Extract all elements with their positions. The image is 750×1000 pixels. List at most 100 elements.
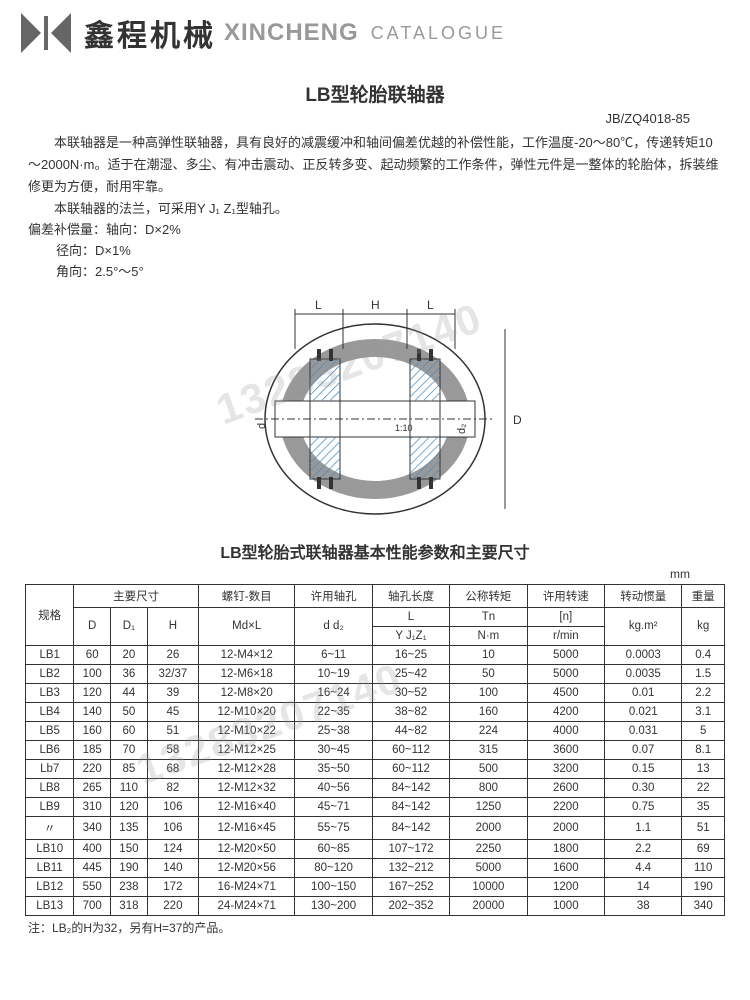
svg-text:d: d	[256, 423, 268, 429]
table-cell: 51	[682, 816, 725, 839]
table-cell: 1800	[527, 839, 604, 858]
table-cell: 50	[450, 664, 527, 683]
table-cell: 238	[111, 877, 148, 896]
table-cell: 12-M8×20	[199, 683, 295, 702]
table-cell: 5000	[527, 645, 604, 664]
table-cell: 224	[450, 721, 527, 740]
table-cell: 12-M12×32	[199, 778, 295, 797]
table-cell: 12-M12×28	[199, 759, 295, 778]
table-cell: 12-M16×45	[199, 816, 295, 839]
table-cell: 190	[111, 858, 148, 877]
table-cell: 35	[682, 797, 725, 816]
table-cell: 100~150	[295, 877, 372, 896]
table-cell: Lb7	[26, 759, 74, 778]
table-cell: 8.1	[682, 740, 725, 759]
table-cell: 2000	[527, 816, 604, 839]
col-MdL: Md×L	[199, 607, 295, 645]
table-cell: 4200	[527, 702, 604, 721]
table-cell: 16-M24×71	[199, 877, 295, 896]
table-cell: 12-M16×40	[199, 797, 295, 816]
table-cell: 4.4	[605, 858, 682, 877]
col-D: D	[74, 607, 111, 645]
table-cell: 110	[111, 778, 148, 797]
table-cell: LB5	[26, 721, 74, 740]
table-cell: 160	[450, 702, 527, 721]
table-row: LB1040015012412-M20×5060~85107~172225018…	[26, 839, 725, 858]
table-cell: 140	[147, 858, 198, 877]
table-cell: 140	[74, 702, 111, 721]
table-cell: 84~142	[372, 797, 449, 816]
col-weight: 重量	[682, 584, 725, 607]
table-cell: 400	[74, 839, 111, 858]
table-cell: 2000	[450, 816, 527, 839]
col-Nm: N·m	[450, 626, 527, 645]
svg-text:1:10: 1:10	[395, 423, 413, 433]
table-cell: 0.01	[605, 683, 682, 702]
col-torque: 公称转矩	[450, 584, 527, 607]
compensation-block: 偏差补偿量：轴向：D×2%	[0, 220, 750, 241]
table-cell: 160	[74, 721, 111, 740]
table-cell: 172	[147, 877, 198, 896]
table-cell: 2.2	[605, 839, 682, 858]
table-footnote: 注：LB₂的H为32，另有H=37的产品。	[0, 916, 750, 939]
table-row: 〃34013510612-M16×4555~7584~142200020001.…	[26, 816, 725, 839]
table-cell: 12-M12×25	[199, 740, 295, 759]
table-cell: 4500	[527, 683, 604, 702]
table-cell: 700	[74, 896, 111, 915]
table-cell: 39	[147, 683, 198, 702]
table-cell: 2250	[450, 839, 527, 858]
col-bore: 许用轴孔	[295, 584, 372, 607]
spec-table: 规格 主要尺寸 螺钉-数目 许用轴孔 轴孔长度 公称转矩 许用转速 转动惯量 重…	[25, 584, 725, 916]
table-cell: 202~352	[372, 896, 449, 915]
unit-label: mm	[0, 567, 750, 581]
table-cell: LB13	[26, 896, 74, 915]
table-cell: 318	[111, 896, 148, 915]
intro-paragraph-2: 本联轴器的法兰，可采用Y J₁ Z₁型轴孔。	[0, 198, 750, 220]
table-cell: LB8	[26, 778, 74, 797]
table-cell: 190	[682, 877, 725, 896]
col-n: [n]	[527, 607, 604, 626]
table-cell: 5000	[450, 858, 527, 877]
table-cell: 12-M20×50	[199, 839, 295, 858]
table-cell: 315	[450, 740, 527, 759]
table-cell: LB1	[26, 645, 74, 664]
page-header: 鑫程机械 XINCHENG CATALOGUE	[0, 0, 750, 62]
svg-text:D: D	[513, 413, 522, 427]
table-cell: 70	[111, 740, 148, 759]
table-row: LB931012010612-M16×4045~7184~14212502200…	[26, 797, 725, 816]
table-cell: 20000	[450, 896, 527, 915]
col-D1: D₁	[111, 607, 148, 645]
table-cell: 220	[74, 759, 111, 778]
table-cell: 10~19	[295, 664, 372, 683]
table-cell: 0.07	[605, 740, 682, 759]
table-cell: 5000	[527, 664, 604, 683]
col-bore-len: 轴孔长度	[372, 584, 449, 607]
table-cell: 1200	[527, 877, 604, 896]
table-cell: 6~11	[295, 645, 372, 664]
table-cell: 85	[111, 759, 148, 778]
table-cell: 〃	[26, 816, 74, 839]
brand-name-cn: 鑫程机械	[84, 11, 216, 55]
table-cell: 25~38	[295, 721, 372, 740]
table-cell: 340	[74, 816, 111, 839]
table-cell: 124	[147, 839, 198, 858]
table-row: Lb7220856812-M12×2835~5060~11250032000.1…	[26, 759, 725, 778]
table-cell: 185	[74, 740, 111, 759]
svg-text:H: H	[371, 298, 380, 312]
svg-text:L: L	[427, 298, 434, 312]
table-cell: 20	[111, 645, 148, 664]
table-cell: 4000	[527, 721, 604, 740]
technical-diagram: L H L D d d₂ 1:10	[0, 289, 750, 529]
col-Tn: Tn	[450, 607, 527, 626]
table-cell: 60~112	[372, 759, 449, 778]
table-cell: 107~172	[372, 839, 449, 858]
table-row: LB4140504512-M10×2022~3538~8216042000.02…	[26, 702, 725, 721]
table-cell: 10000	[450, 877, 527, 896]
intro-paragraph-1: 本联轴器是一种高弹性联轴器，具有良好的减震缓冲和轴间偏差优越的补偿性能，工作温度…	[0, 132, 750, 198]
table-cell: 100	[450, 683, 527, 702]
col-inertia: 转动惯量	[605, 584, 682, 607]
table-cell: 0.031	[605, 721, 682, 740]
col-speed: 许用转速	[527, 584, 604, 607]
table-cell: 0.30	[605, 778, 682, 797]
table-cell: LB9	[26, 797, 74, 816]
